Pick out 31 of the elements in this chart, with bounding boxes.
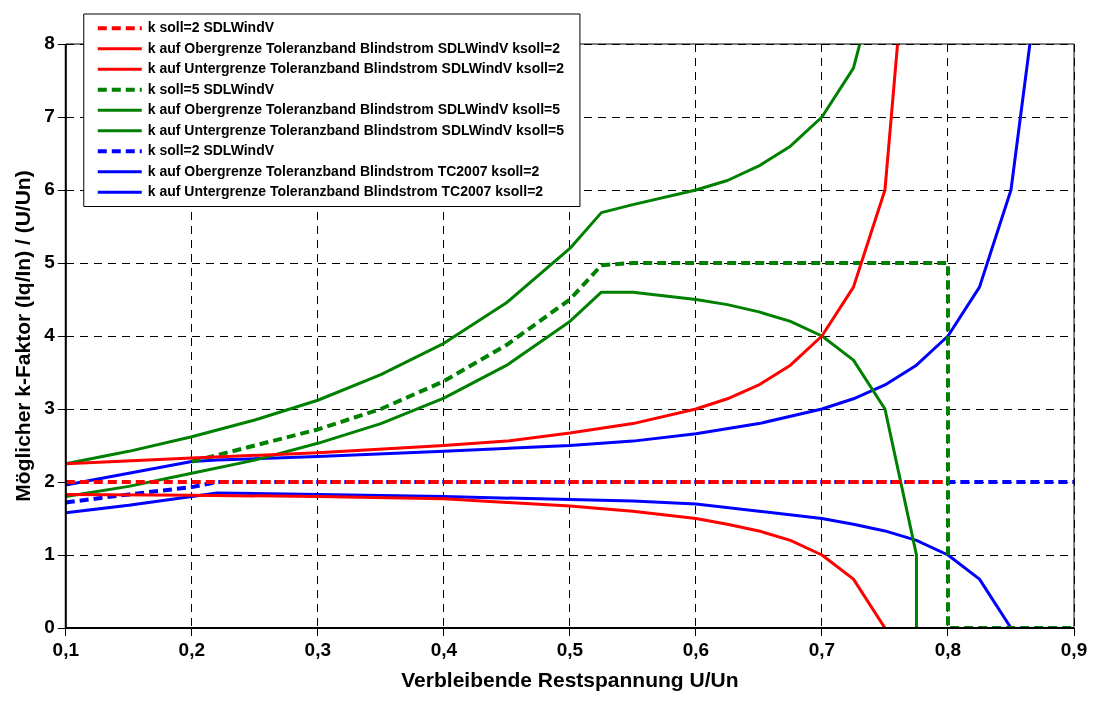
y-tick-label: 4 (44, 324, 56, 346)
y-tick-label: 5 (44, 251, 56, 273)
x-tick-label: 0,7 (808, 638, 836, 660)
x-axis-title: Verbleibende Restspannung U/Un (401, 668, 739, 692)
legend-label: k auf Obergrenze Toleranzband Blindstrom TC2007 ksoll=2 (147, 162, 540, 179)
legend-label: k auf Untergrenze Toleranzband Blindstrom SDLWindV ksoll=2 (147, 60, 565, 77)
x-tick-label: 0,3 (304, 638, 332, 660)
legend-label: k auf Untergrenze Toleranzband Blindstrom SDLWindV ksoll=5 (147, 121, 565, 138)
y-tick-label: 3 (44, 397, 55, 419)
y-tick-label: 6 (44, 178, 55, 200)
y-tick-label: 7 (44, 105, 55, 127)
x-tick-label: 0,9 (1060, 638, 1088, 660)
x-tick-label: 0,8 (934, 638, 962, 660)
y-tick-label: 1 (44, 543, 56, 565)
line-series (189, 261, 1074, 628)
line-series (65, 480, 1074, 505)
legend-label: k auf Obergrenze Toleranzband Blindstrom SDLWindV ksoll=2 (147, 39, 561, 56)
x-tick-label: 0,4 (430, 638, 458, 660)
legend-label: k soll=5 SDLWindV (147, 80, 275, 97)
x-tick-label: 0,2 (178, 638, 206, 660)
y-axis-title: Möglicher k-Faktor (Iq/In) / (U/Un) (11, 170, 35, 502)
y-tick-label: 0 (44, 616, 55, 638)
x-tick-label: 0,6 (682, 638, 710, 660)
x-tick-label: 0,1 (52, 638, 80, 660)
y-tick-label: 2 (44, 470, 55, 492)
y-tick-label: 8 (44, 32, 55, 54)
legend-label: k soll=2 SDLWindV (147, 142, 275, 159)
legend-label: k soll=2 SDLWindV (147, 19, 275, 36)
legend-label: k auf Obergrenze Toleranzband Blindstrom SDLWindV ksoll=5 (147, 101, 561, 118)
legend-label: k auf Untergrenze Toleranzband Blindstrom TC2007 ksoll=2 (147, 183, 544, 200)
x-tick-label: 0,5 (556, 638, 584, 660)
